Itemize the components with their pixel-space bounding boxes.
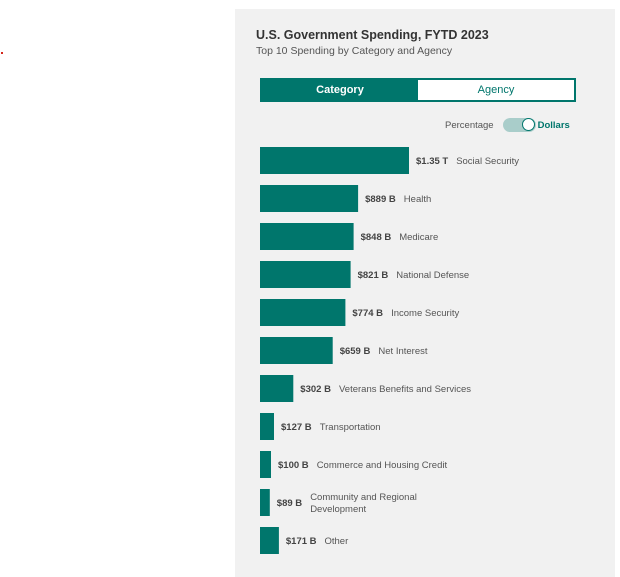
bar-6[interactable] <box>260 375 294 402</box>
bar-7[interactable] <box>260 413 274 440</box>
spending-panel: U.S. Government Spending, FYTD 2023 Top … <box>235 9 615 577</box>
category-line: Income Security <box>391 308 459 319</box>
bar-value-label: $127 B <box>281 422 312 433</box>
bar-category-label: Medicare <box>399 232 438 243</box>
bar-category-label: Social Security <box>456 156 519 167</box>
view-tabs: Category Agency <box>260 78 576 102</box>
bar-value-label: $659 B <box>340 346 371 357</box>
category-line: Health <box>404 194 431 205</box>
bar-category-label: Community and Regional Development <box>310 492 417 515</box>
bar-category-label: Commerce and Housing Credit <box>317 460 448 471</box>
bar-4[interactable] <box>260 299 346 326</box>
chart-subtitle: Top 10 Spending by Category and Agency <box>256 45 453 57</box>
bar-value-label: $302 B <box>300 384 331 395</box>
category-line: Transportation <box>320 422 381 433</box>
bar-value-label: $89 B <box>277 498 302 509</box>
bar-3[interactable] <box>260 261 351 288</box>
category-line: Veterans Benefits and Services <box>339 384 471 395</box>
bar-5[interactable] <box>260 337 333 364</box>
bar-category-label: Veterans Benefits and Services <box>339 384 471 395</box>
bar-value-label: $848 B <box>361 232 392 243</box>
bar-value-label: $774 B <box>352 308 383 319</box>
bar-value-label: $889 B <box>365 194 396 205</box>
unit-toggle-row: Percentage Dollars <box>445 118 570 132</box>
bar-value-label: $100 B <box>278 460 309 471</box>
bar-8[interactable] <box>260 451 271 478</box>
toggle-label-percentage: Percentage <box>445 119 494 131</box>
bar-category-label: Health <box>404 194 431 205</box>
category-line: Commerce and Housing Credit <box>317 460 448 471</box>
category-line: National Defense <box>396 270 469 281</box>
bar-value-label: $171 B <box>286 536 317 547</box>
bar-value-label: $1.35 T <box>416 156 448 167</box>
bar-category-label: National Defense <box>396 270 469 281</box>
red-dot-marker <box>1 52 3 54</box>
bar-category-label: Income Security <box>391 308 459 319</box>
category-line: Community and Regional <box>310 492 417 503</box>
bar-category-label: Transportation <box>320 422 381 433</box>
bar-value-label: $821 B <box>358 270 389 281</box>
bar-category-label: Other <box>325 536 349 547</box>
toggle-knob <box>521 118 535 131</box>
tab-agency[interactable]: Agency <box>418 80 574 100</box>
category-line: Medicare <box>399 232 438 243</box>
bar-0[interactable] <box>260 147 409 174</box>
category-line: Other <box>325 536 349 547</box>
bar-9[interactable] <box>260 489 270 516</box>
toggle-label-dollars: Dollars <box>537 119 570 131</box>
tab-category[interactable]: Category <box>262 80 418 100</box>
bar-category-label: Net Interest <box>378 346 427 357</box>
category-line: Development <box>310 504 366 515</box>
category-line: Social Security <box>456 156 519 167</box>
bar-2[interactable] <box>260 223 354 250</box>
unit-toggle-switch[interactable] <box>502 118 536 132</box>
bar-1[interactable] <box>260 185 359 212</box>
bar-10[interactable] <box>260 527 279 554</box>
chart-title: U.S. Government Spending, FYTD 2023 <box>256 28 489 42</box>
category-line: Net Interest <box>378 346 427 357</box>
